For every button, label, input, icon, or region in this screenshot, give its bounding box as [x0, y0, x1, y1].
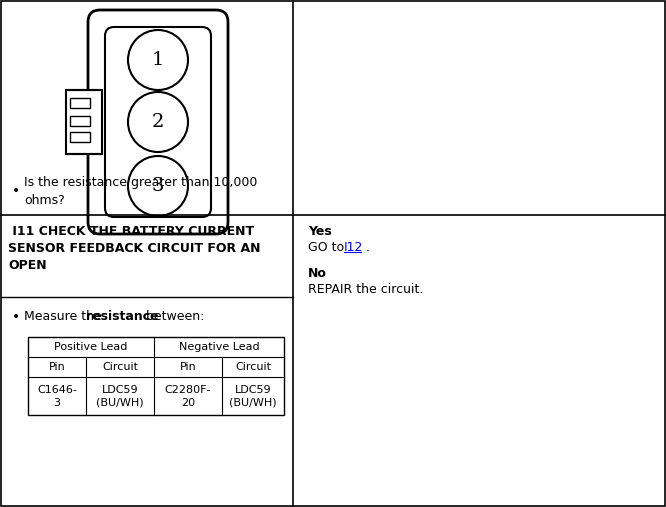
FancyBboxPatch shape: [105, 27, 211, 217]
Text: REPAIR the circuit.: REPAIR the circuit.: [308, 283, 424, 297]
Text: Measure the: Measure the: [24, 310, 106, 323]
Bar: [70, 98, 90, 108]
Text: between:: between:: [142, 310, 204, 323]
Circle shape: [128, 156, 188, 216]
Text: 1: 1: [152, 51, 165, 69]
FancyBboxPatch shape: [88, 10, 228, 234]
Text: •: •: [12, 310, 20, 324]
Bar: [28, 338, 284, 415]
Text: I12: I12: [344, 241, 364, 255]
Text: No: No: [308, 268, 327, 280]
Circle shape: [128, 30, 188, 90]
Text: .: .: [362, 241, 370, 255]
Bar: [66, 90, 102, 154]
Text: I11 CHECK THE BATTERY CURRENT
SENSOR FEEDBACK CIRCUIT FOR AN
OPEN: I11 CHECK THE BATTERY CURRENT SENSOR FEE…: [8, 226, 260, 272]
Text: Yes: Yes: [308, 226, 332, 238]
Text: LDC59
(BU/WH): LDC59 (BU/WH): [96, 385, 144, 408]
Text: Negative Lead: Negative Lead: [178, 342, 259, 352]
Text: 2: 2: [152, 113, 165, 131]
Text: 3: 3: [152, 177, 165, 195]
Text: Positive Lead: Positive Lead: [55, 342, 128, 352]
Text: •: •: [12, 185, 20, 198]
Text: LDC59
(BU/WH): LDC59 (BU/WH): [229, 385, 277, 408]
Text: C1646-
3: C1646- 3: [37, 385, 77, 408]
Text: Circuit: Circuit: [102, 363, 138, 373]
Text: resistance: resistance: [86, 310, 159, 323]
Text: Pin: Pin: [49, 363, 65, 373]
Text: GO to: GO to: [308, 241, 348, 255]
Bar: [70, 116, 90, 126]
Bar: [70, 132, 90, 142]
Text: Is the resistance greater than 10,000
ohms?: Is the resistance greater than 10,000 oh…: [24, 176, 257, 207]
Text: Pin: Pin: [180, 363, 196, 373]
Text: C2280F-
20: C2280F- 20: [165, 385, 211, 408]
Circle shape: [128, 92, 188, 152]
Text: Circuit: Circuit: [235, 363, 271, 373]
